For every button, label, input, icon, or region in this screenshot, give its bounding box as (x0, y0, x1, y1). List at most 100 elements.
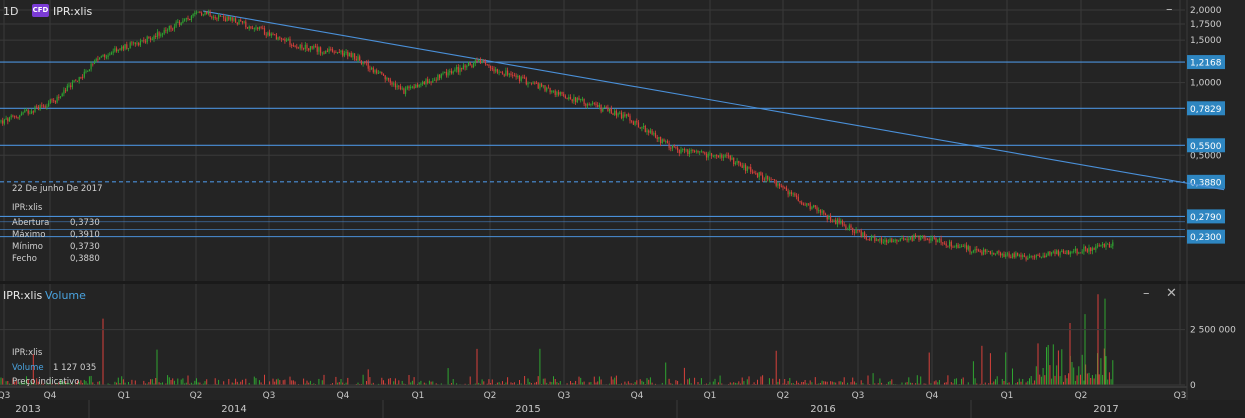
candle-body (920, 237, 922, 240)
candle-body (705, 153, 708, 158)
candle-body (450, 70, 453, 74)
candle-body (813, 205, 815, 208)
candle-body (739, 163, 742, 166)
candle-body (932, 237, 934, 239)
candle-body (966, 245, 968, 250)
candle-body (399, 86, 402, 90)
candle-body (1025, 256, 1027, 260)
timeframe-label[interactable]: 1D (3, 5, 19, 18)
candle-body (524, 77, 526, 79)
candle-body (308, 48, 310, 51)
candle-body (894, 239, 896, 242)
candle-body (371, 67, 373, 70)
candle-body (389, 79, 391, 83)
candle-body (376, 70, 378, 74)
candle-body (872, 237, 874, 238)
candle-body (515, 75, 517, 78)
candle-body (416, 84, 419, 87)
candle-body (148, 36, 150, 39)
candle-body (1100, 245, 1102, 246)
candle-body (731, 157, 733, 160)
candle-body (755, 172, 757, 174)
candle-body (612, 113, 614, 115)
candle-body (653, 133, 655, 135)
candle-body (53, 100, 55, 101)
level-price-label: 0,5500 (1190, 142, 1222, 152)
candle-body (809, 203, 811, 210)
candle-body (772, 179, 774, 181)
candle-body (218, 15, 220, 19)
candle-body (821, 210, 823, 213)
candle-body (19, 115, 21, 118)
candle-body (365, 61, 368, 63)
candle-body (260, 26, 262, 28)
candle-body (471, 65, 473, 68)
candle-body (770, 178, 772, 180)
candle-body (911, 237, 913, 241)
candle-body (702, 151, 704, 153)
candle-body (877, 239, 879, 241)
candle-body (758, 172, 760, 178)
symbol-label[interactable]: IPR:xlis (53, 5, 93, 18)
candle-body (229, 17, 232, 20)
candle-body (654, 133, 657, 138)
candle-body (292, 45, 294, 47)
candle-body (427, 79, 429, 84)
candle-body (622, 114, 624, 119)
candle-body (241, 21, 243, 23)
candle-body (736, 160, 738, 163)
info-symbol: IPR:xlis (12, 203, 43, 213)
candle-body (643, 125, 645, 128)
candle-body (178, 21, 181, 25)
candle-body (823, 210, 825, 214)
candle-body (180, 23, 182, 25)
candle-body (1035, 255, 1037, 258)
candle-body (109, 54, 111, 56)
candle-body (777, 183, 779, 186)
candle-body (580, 99, 582, 101)
candle-body (133, 42, 135, 44)
candle-body (889, 238, 891, 243)
candle-body (248, 26, 250, 29)
minimize-icon[interactable]: – (1143, 286, 1150, 301)
candle-body (168, 25, 170, 30)
candle-body (972, 250, 974, 252)
candle-body (2, 120, 4, 124)
candle-body (775, 180, 777, 186)
candle-body (491, 67, 493, 70)
candle-body (440, 73, 442, 78)
candle-body (483, 60, 485, 62)
candle-body (943, 243, 946, 245)
candle-body (5, 118, 7, 120)
volume-indicator-name[interactable]: Volume (45, 289, 86, 302)
volume-tick-label: 2 500 000 (1190, 326, 1236, 336)
candle-body (202, 14, 204, 16)
candle-body (335, 52, 337, 54)
candle-body (253, 28, 255, 29)
candle-body (209, 12, 211, 17)
candle-body (503, 74, 505, 76)
candle-body (753, 172, 755, 174)
quarter-label: Q4 (44, 391, 57, 401)
candle-body (7, 118, 9, 122)
candle-body (603, 106, 606, 109)
candle-body (824, 213, 827, 216)
candle-body (496, 69, 498, 73)
candle-body (967, 246, 969, 250)
candle-body (501, 72, 504, 75)
candle-body (117, 49, 119, 52)
candle-body (275, 34, 277, 40)
candle-body (960, 245, 963, 247)
candle-body (347, 51, 349, 57)
candle-body (272, 33, 274, 35)
close-icon[interactable]: ✕ (1166, 286, 1177, 301)
candle-body (602, 108, 604, 112)
minimize-icon[interactable]: – (1166, 2, 1173, 17)
candle-body (819, 210, 821, 213)
candle-body (656, 137, 658, 139)
candle-body (904, 238, 906, 240)
candle-body (226, 16, 228, 22)
candle-body (1039, 255, 1041, 258)
candle-body (892, 241, 895, 243)
